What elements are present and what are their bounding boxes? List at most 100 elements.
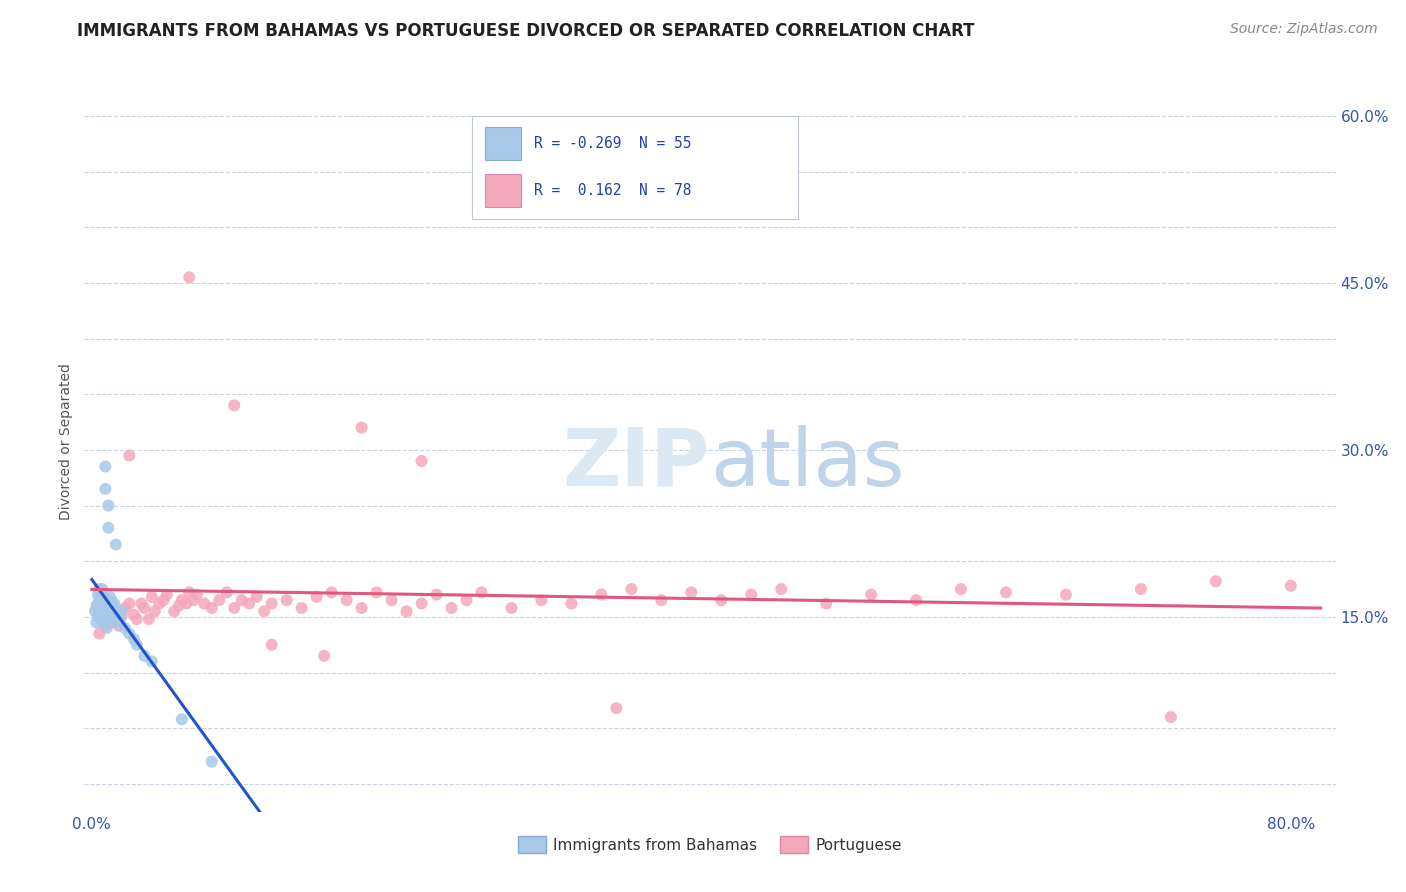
Point bbox=[105, 615, 128, 630]
Point bbox=[89, 601, 111, 615]
Point bbox=[98, 607, 121, 622]
Point bbox=[86, 599, 108, 613]
Point bbox=[350, 601, 373, 615]
Point bbox=[101, 601, 124, 615]
Point bbox=[91, 601, 114, 615]
Point bbox=[93, 610, 115, 624]
Point bbox=[591, 588, 613, 602]
Point bbox=[110, 612, 132, 626]
Point bbox=[122, 632, 145, 647]
Point bbox=[141, 590, 163, 604]
Point bbox=[336, 593, 359, 607]
Point bbox=[163, 604, 186, 618]
Point bbox=[224, 398, 246, 412]
Point bbox=[104, 604, 127, 618]
Point bbox=[314, 648, 336, 663]
Point bbox=[456, 593, 478, 607]
Point bbox=[94, 482, 117, 496]
Point bbox=[246, 590, 269, 604]
Point bbox=[87, 599, 110, 613]
Point bbox=[122, 607, 145, 622]
Point bbox=[93, 597, 115, 611]
Point bbox=[93, 612, 115, 626]
Point bbox=[291, 601, 314, 615]
Point bbox=[96, 619, 118, 633]
Point bbox=[87, 610, 110, 624]
Text: IMMIGRANTS FROM BAHAMAS VS PORTUGUESE DIVORCED OR SEPARATED CORRELATION CHART: IMMIGRANTS FROM BAHAMAS VS PORTUGUESE DI… bbox=[77, 22, 974, 40]
Point bbox=[100, 593, 122, 607]
Text: atlas: atlas bbox=[710, 425, 904, 503]
Point bbox=[96, 601, 118, 615]
Point bbox=[215, 585, 238, 599]
Point bbox=[530, 593, 553, 607]
Point bbox=[183, 593, 205, 607]
Point bbox=[94, 604, 117, 618]
Point bbox=[134, 648, 156, 663]
Point bbox=[208, 593, 231, 607]
Point bbox=[87, 588, 110, 602]
Point bbox=[620, 582, 643, 596]
Point bbox=[201, 601, 224, 615]
Point bbox=[950, 582, 973, 596]
Point bbox=[710, 593, 733, 607]
Point bbox=[108, 619, 131, 633]
Point bbox=[134, 601, 156, 615]
Point bbox=[148, 597, 170, 611]
Point bbox=[83, 604, 105, 618]
Point bbox=[1054, 588, 1077, 602]
Point bbox=[305, 590, 328, 604]
Point bbox=[118, 626, 141, 640]
Point bbox=[238, 597, 260, 611]
Point bbox=[501, 601, 523, 615]
Point bbox=[111, 607, 134, 622]
Point bbox=[860, 588, 883, 602]
Point bbox=[170, 712, 193, 726]
Point bbox=[131, 597, 153, 611]
Point bbox=[94, 459, 117, 474]
Point bbox=[93, 590, 115, 604]
Point bbox=[90, 597, 112, 611]
Point bbox=[186, 588, 208, 602]
Point bbox=[321, 585, 343, 599]
Point bbox=[905, 593, 928, 607]
Point bbox=[681, 585, 703, 599]
Point bbox=[90, 588, 112, 602]
Point bbox=[98, 599, 121, 613]
Point bbox=[605, 701, 627, 715]
Point bbox=[253, 604, 276, 618]
Point bbox=[91, 615, 114, 630]
Point bbox=[91, 593, 114, 607]
Point bbox=[167, 599, 190, 613]
Point bbox=[86, 615, 108, 630]
Point bbox=[650, 593, 672, 607]
Point bbox=[118, 449, 141, 463]
Point bbox=[1205, 574, 1227, 589]
Point bbox=[276, 593, 298, 607]
Point bbox=[96, 593, 118, 607]
Point bbox=[470, 585, 492, 599]
Point bbox=[89, 626, 111, 640]
Point bbox=[815, 597, 838, 611]
Point bbox=[100, 604, 122, 618]
Point bbox=[740, 588, 762, 602]
Point bbox=[366, 585, 388, 599]
Point bbox=[138, 612, 160, 626]
Point bbox=[125, 638, 148, 652]
Point bbox=[103, 597, 125, 611]
Point bbox=[425, 588, 447, 602]
Point bbox=[141, 655, 163, 669]
Point bbox=[91, 607, 114, 622]
Point bbox=[1129, 582, 1152, 596]
Point bbox=[179, 585, 201, 599]
Point bbox=[104, 537, 127, 551]
Point bbox=[350, 420, 373, 434]
Point bbox=[97, 521, 120, 535]
Point bbox=[440, 601, 463, 615]
Point bbox=[111, 604, 134, 618]
Point bbox=[152, 593, 174, 607]
Point bbox=[1160, 710, 1182, 724]
Point bbox=[1279, 579, 1302, 593]
Text: ZIP: ZIP bbox=[562, 425, 710, 503]
Point bbox=[89, 593, 111, 607]
Point bbox=[96, 621, 118, 635]
